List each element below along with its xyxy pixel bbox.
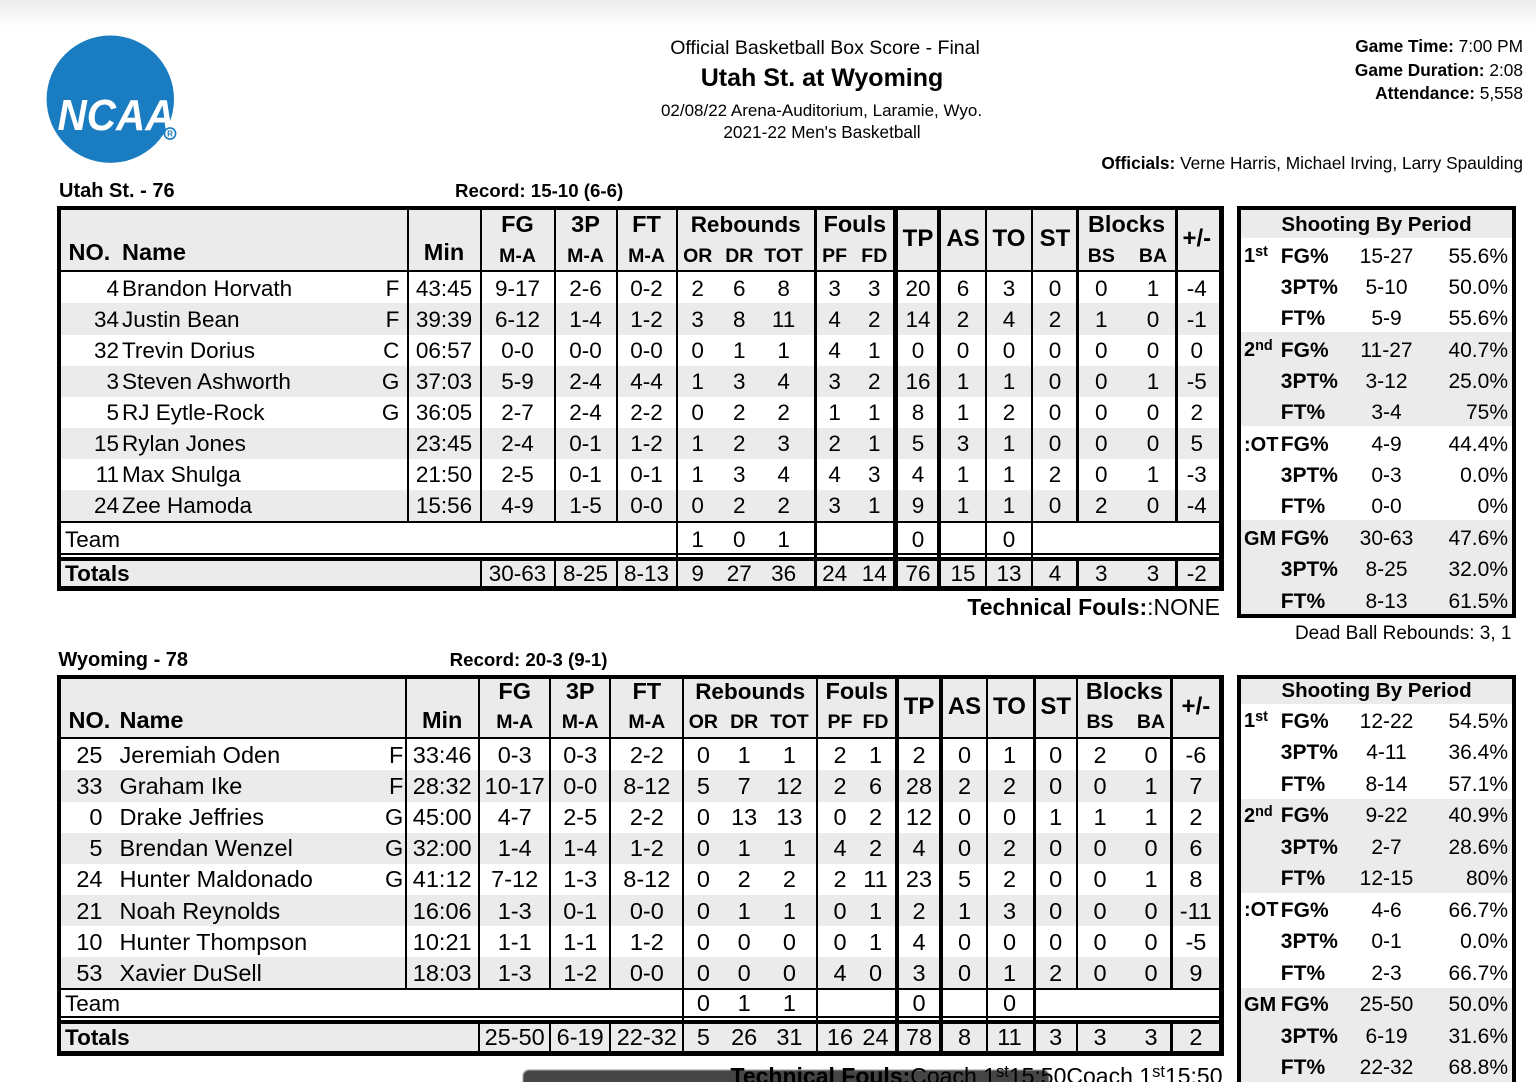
svg-text:NCAA: NCAA: [58, 91, 175, 140]
svg-text:R: R: [167, 130, 173, 139]
